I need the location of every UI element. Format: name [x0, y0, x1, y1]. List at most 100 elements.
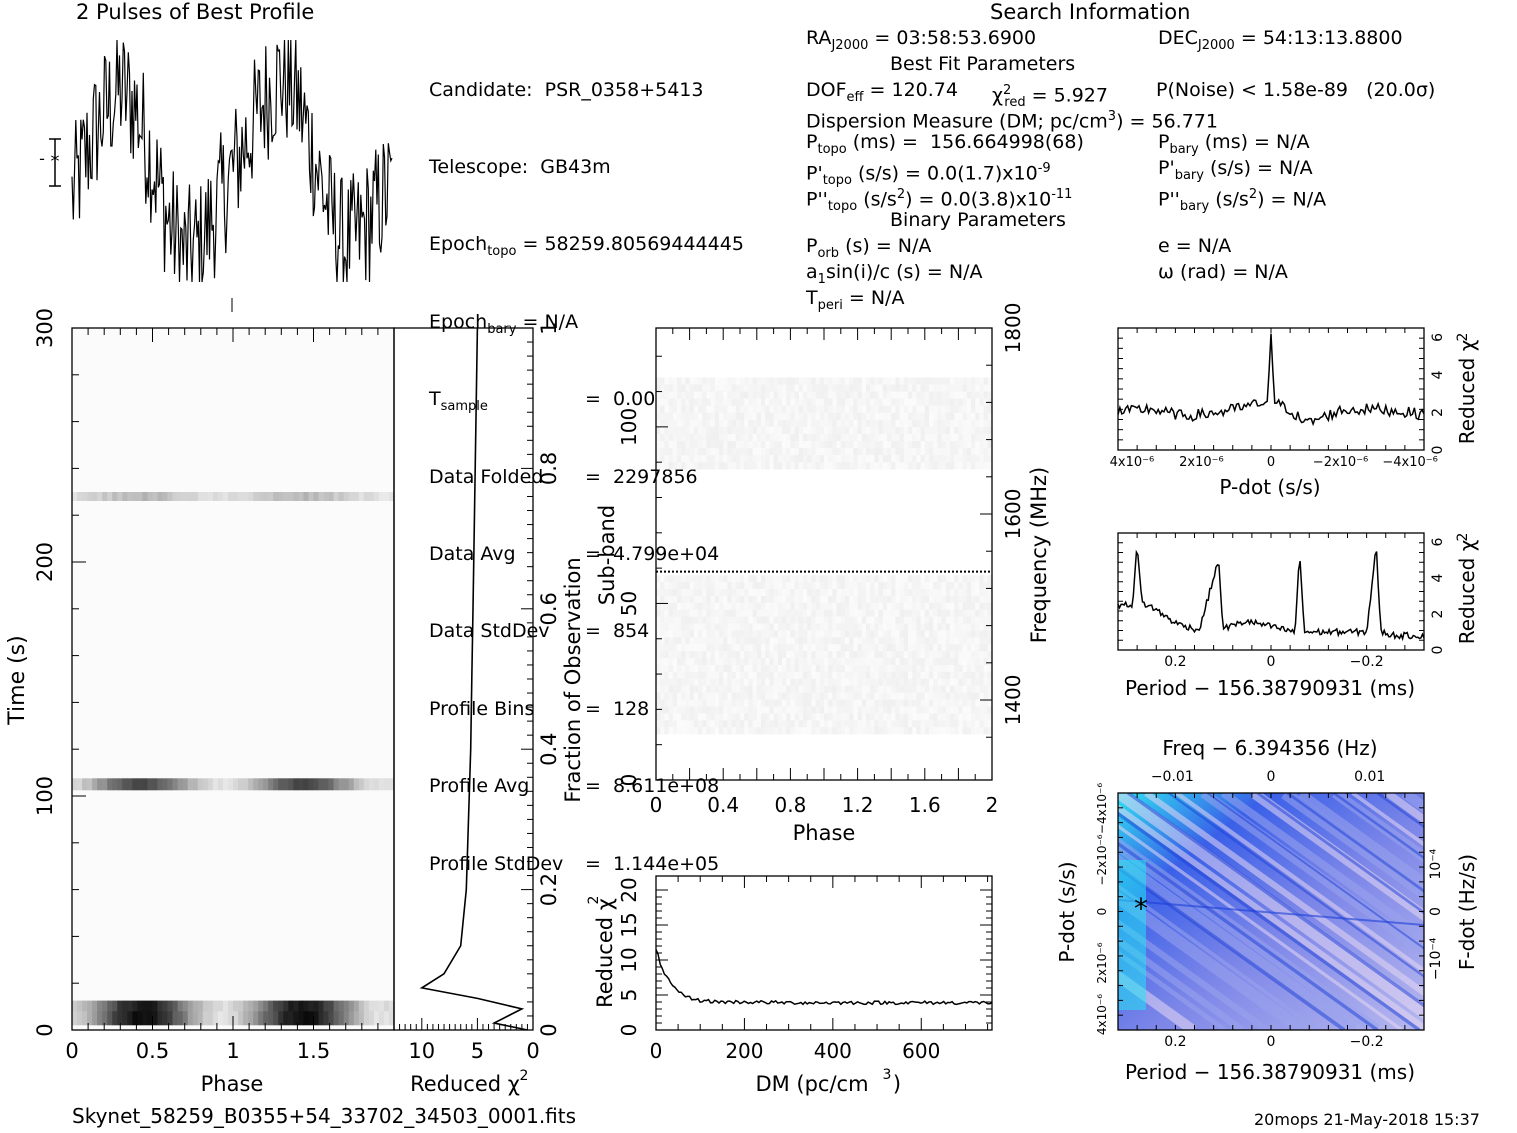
subband-cell	[975, 582, 980, 590]
subband-cell	[782, 575, 787, 583]
profile-title: 2 Pulses of Best Profile	[76, 0, 315, 24]
chi2-line: χ2red = 5.927	[992, 83, 1108, 111]
subband-cell	[895, 602, 900, 611]
heatmap-band-cell	[202, 1000, 209, 1013]
subband-cell	[983, 589, 989, 597]
subband-cell	[794, 602, 800, 611]
subband-cell	[861, 602, 867, 611]
subband-cell	[966, 589, 972, 597]
heatmap-band-cell	[263, 492, 269, 501]
subband-cell	[710, 609, 716, 617]
heatmap-band-cell	[162, 1011, 168, 1026]
heatmap-band-cell	[328, 778, 334, 791]
subband-cell	[950, 602, 955, 611]
heatmap-band-cell	[207, 1000, 214, 1013]
heatmap-band-cell	[222, 492, 229, 501]
heatmap-band-cell	[288, 778, 294, 791]
subband-cell	[748, 602, 753, 611]
dec-line: DECJ2000 = 54:13:13.8800	[1158, 27, 1403, 53]
subband-cell	[748, 589, 753, 597]
subband-cell	[656, 582, 661, 590]
heatmap-band-cell	[172, 1011, 178, 1026]
heatmap-band-cell	[283, 1000, 289, 1013]
heatmap-band-cell	[363, 1000, 370, 1013]
subband-cell	[941, 589, 947, 597]
heatmap-band-cell	[273, 1011, 279, 1026]
subband-cell	[882, 589, 888, 597]
subband-cell	[950, 575, 955, 583]
subband-cell	[777, 602, 783, 611]
subband-cell	[954, 575, 959, 583]
heatmap-band-cell	[348, 1011, 355, 1026]
heatmap-band-cell	[348, 492, 355, 501]
heatmap-band-cell	[368, 1011, 375, 1026]
subband-cell	[853, 575, 858, 583]
subband-cell	[681, 609, 686, 617]
subband-cell	[929, 582, 934, 590]
heatmap-band-cell	[303, 1000, 309, 1013]
subband-cell	[840, 589, 846, 597]
subband-cell	[937, 575, 942, 583]
subband-cell	[656, 602, 661, 611]
subband-cell	[891, 575, 896, 583]
heatmap-band-cell	[222, 1000, 229, 1013]
heatmap-band-cell	[348, 1000, 355, 1013]
heatmap-band-cell	[288, 1000, 294, 1013]
subband-cell	[807, 575, 812, 583]
subband-cell	[908, 595, 913, 604]
heatmap-band-cell	[238, 778, 244, 791]
subband-cell	[798, 582, 804, 590]
footer-stamp: 20mops 21-May-2018 15:37	[1254, 1110, 1480, 1129]
heatmap-band-cell	[373, 1000, 380, 1013]
y-tick-label: 0	[537, 1023, 561, 1036]
subband-cell	[773, 589, 779, 597]
subband-cell	[857, 582, 863, 590]
heatmap-band-cell	[243, 492, 249, 501]
heatmap-band-cell	[137, 492, 143, 501]
y-tick-label: 0	[33, 1023, 57, 1036]
subband-cell	[689, 589, 695, 597]
subband-cell	[769, 609, 774, 617]
heatmap-band-cell	[338, 778, 344, 791]
subband-cell	[710, 575, 716, 583]
subband-cell	[815, 575, 821, 583]
subband-cell	[878, 589, 884, 597]
heatmap-background	[72, 328, 394, 1030]
subband-cell	[971, 589, 976, 597]
heatmap-band-cell	[338, 1011, 344, 1026]
heatmap-band-cell	[248, 1000, 254, 1013]
subband-cell	[731, 609, 737, 617]
subband-cell	[727, 595, 732, 604]
heatmap-band-cell	[338, 492, 344, 501]
heatmap-band-cell	[157, 492, 163, 501]
subband-cell	[798, 575, 804, 583]
heatmap-band-cell	[162, 492, 168, 501]
best-fit-title: Best Fit Parameters	[890, 53, 1076, 75]
heatmap-band-cell	[117, 778, 123, 791]
subband-cell	[874, 575, 879, 583]
heatmap-band-cell	[333, 1000, 339, 1013]
heatmap-band-cell	[293, 778, 299, 791]
heatmap-band-cell	[202, 1011, 209, 1026]
heatmap-band-cell	[353, 1011, 360, 1026]
subband-cell	[861, 595, 867, 604]
subband-cell	[664, 575, 669, 583]
heatmap-band-cell	[308, 492, 314, 501]
heatmap-band-cell	[313, 1011, 319, 1026]
subband-cell	[685, 609, 690, 617]
subband-cell	[660, 582, 665, 590]
subband-cell	[685, 589, 690, 597]
subband-cell	[828, 575, 833, 583]
pnoise-line: P(Noise) < 1.58e-89 (20.0σ)	[1156, 79, 1436, 101]
subband-cell	[794, 589, 800, 597]
subband-cell	[857, 602, 863, 611]
heatmap-band-cell	[77, 778, 83, 791]
heatmap-band-cell	[122, 1000, 128, 1013]
subband-cell	[937, 602, 942, 611]
subband-cell	[681, 595, 686, 604]
subband-cell	[706, 582, 711, 590]
subband-cell	[950, 595, 955, 604]
a1sini-line: a1sin(i)/c (s) = N/A	[806, 261, 983, 287]
subband-cell	[735, 595, 741, 604]
subband-cell	[685, 595, 690, 604]
